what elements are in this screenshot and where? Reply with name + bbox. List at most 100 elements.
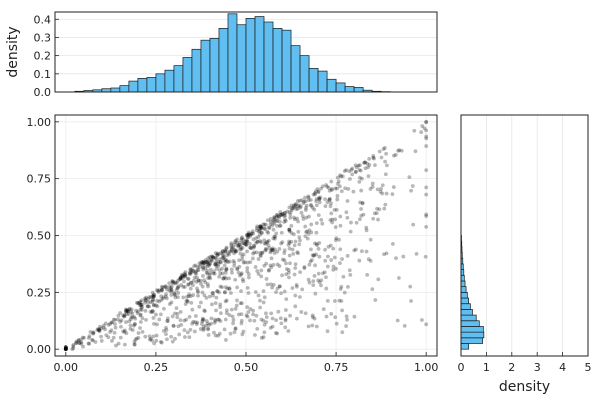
scatter-point [294, 202, 298, 206]
scatter-point [129, 307, 134, 312]
scatter-point [132, 315, 137, 319]
scatter-point [298, 205, 302, 210]
scatter-point [204, 270, 209, 275]
scatter-point [182, 318, 187, 323]
scatter-point [176, 295, 180, 300]
scatter-point [293, 262, 298, 267]
scatter-point [361, 212, 366, 217]
scatter-point [126, 309, 131, 314]
scatter-point [264, 248, 269, 252]
scatter-point [70, 347, 75, 352]
scatter-point [338, 173, 342, 178]
scatter-point [324, 314, 329, 319]
scatter-point [345, 199, 350, 203]
scatter-point [201, 274, 205, 278]
scatter-point [235, 298, 239, 303]
scatter-xtick-label: 0.75 [324, 361, 349, 374]
scatter-point [245, 235, 250, 240]
scatter-point [203, 262, 208, 267]
scatter-point [380, 183, 385, 188]
scatter-point [298, 204, 303, 209]
scatter-point [207, 275, 212, 280]
scatter-point [370, 287, 375, 292]
scatter-point [226, 260, 230, 264]
scatter-point [201, 265, 205, 270]
scatter-point [203, 280, 208, 285]
scatter-point [167, 302, 172, 306]
scatter-point [97, 327, 102, 332]
scatter-point [97, 329, 102, 334]
scatter-point [166, 319, 170, 324]
scatter-point [266, 268, 271, 273]
scatter-point [390, 241, 395, 246]
scatter-point [210, 302, 214, 307]
scatter-point [348, 229, 353, 234]
scatter-point [90, 337, 94, 342]
scatter-point [224, 246, 229, 251]
scatter-point [277, 247, 282, 251]
scatter-point [173, 336, 177, 341]
scatter-point [413, 149, 418, 154]
scatter-point [241, 237, 246, 242]
scatter-point [302, 199, 306, 204]
scatter-point [233, 327, 238, 331]
scatter-point [165, 316, 170, 321]
scatter-point [321, 271, 325, 276]
scatter-point [87, 341, 92, 346]
scatter-point [262, 263, 267, 268]
scatter-point [292, 243, 297, 248]
scatter-point [263, 241, 268, 246]
scatter-point [183, 285, 187, 289]
scatter-point [184, 298, 189, 303]
scatter-point [213, 255, 218, 260]
scatter-point [419, 130, 424, 135]
scatter-point [159, 340, 164, 345]
scatter-point [379, 186, 383, 191]
scatter-point [150, 290, 155, 295]
scatter-point [379, 155, 384, 160]
right-xtick-label: 0 [458, 361, 465, 374]
scatter-point [239, 289, 243, 293]
top-histogram-bar [245, 18, 256, 93]
scatter-point [143, 334, 148, 339]
scatter-point [238, 245, 243, 249]
scatter-point [178, 277, 183, 282]
scatter-point [118, 319, 123, 324]
scatter-point [246, 291, 251, 295]
scatter-plot-frame [54, 114, 438, 357]
scatter-point [264, 240, 269, 245]
scatter-point [103, 321, 108, 326]
scatter-point [175, 285, 180, 290]
scatter-point [80, 335, 85, 340]
scatter-point [209, 316, 214, 321]
scatter-point [392, 153, 396, 158]
scatter-point [232, 263, 237, 268]
scatter-point [167, 281, 172, 286]
scatter-point [151, 297, 155, 302]
scatter-point [130, 314, 135, 319]
scatter-point [287, 275, 291, 280]
scatter-point [354, 220, 359, 225]
scatter-point [240, 257, 245, 262]
scatter-point [310, 315, 315, 320]
scatter-point [263, 246, 268, 251]
scatter-point [196, 278, 201, 283]
scatter-point [195, 264, 200, 269]
right-histogram-bar [460, 326, 484, 333]
scatter-point [244, 242, 249, 247]
scatter-point [244, 313, 249, 318]
scatter-point [287, 210, 292, 215]
scatter-point [143, 300, 147, 305]
scatter-point [274, 331, 278, 335]
scatter-point [268, 250, 273, 255]
scatter-point [314, 197, 319, 201]
scatter-point [316, 278, 321, 283]
scatter-point [189, 267, 194, 272]
scatter-point [101, 323, 106, 328]
scatter-point [297, 242, 302, 247]
scatter-point [325, 200, 330, 205]
scatter-point [227, 286, 232, 290]
scatter-point [420, 318, 424, 322]
scatter-point [235, 243, 240, 248]
scatter-point [222, 327, 227, 332]
